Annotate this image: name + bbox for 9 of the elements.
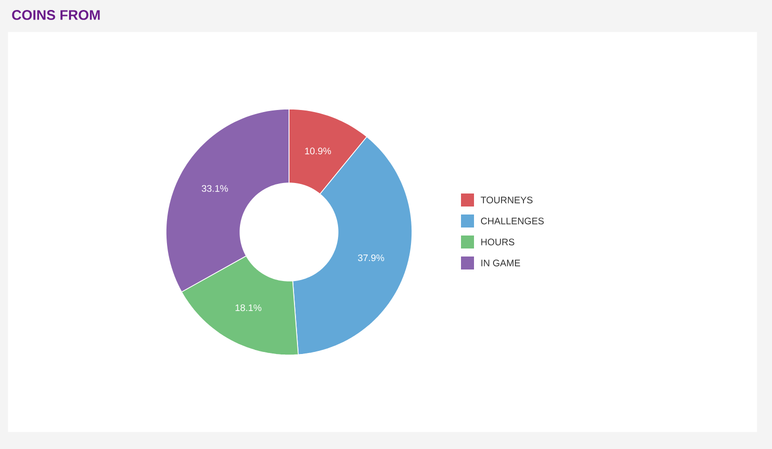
chart-title: COINS FROM [12,10,100,20]
legend-label: TOURNEYS [480,196,533,204]
data-label: 33.1% [202,185,228,192]
data-label: 10.9% [305,148,331,154]
legend-label: CHALLENGES [481,218,544,224]
data-label: 37.9% [358,254,384,262]
legend-label: HOURS [481,238,514,246]
data-label: 18.1% [236,304,262,312]
legend-label: IN GAME [481,260,520,266]
